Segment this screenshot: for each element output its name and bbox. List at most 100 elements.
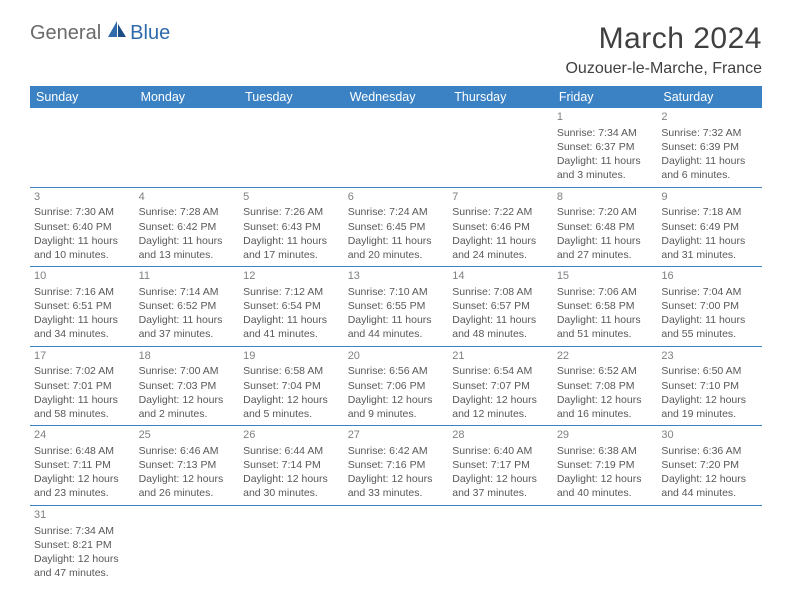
day-number: 9 (661, 190, 758, 205)
calendar-day-cell: 9Sunrise: 7:18 AMSunset: 6:49 PMDaylight… (657, 187, 762, 267)
day-number: 19 (243, 349, 340, 364)
calendar-day-cell: 8Sunrise: 7:20 AMSunset: 6:48 PMDaylight… (553, 187, 658, 267)
page-header: General Blue March 2024 Ouzouer-le-March… (0, 0, 792, 86)
calendar-day-cell: 24Sunrise: 6:48 AMSunset: 7:11 PMDayligh… (30, 426, 135, 506)
daylight-line: Daylight: 11 hours and 55 minutes. (661, 313, 758, 341)
calendar-empty-cell (553, 505, 658, 584)
sunset-line: Sunset: 7:13 PM (139, 458, 236, 472)
sunrise-line: Sunrise: 7:14 AM (139, 285, 236, 299)
calendar-day-cell: 2Sunrise: 7:32 AMSunset: 6:39 PMDaylight… (657, 108, 762, 187)
day-number: 23 (661, 349, 758, 364)
sunrise-line: Sunrise: 7:20 AM (557, 205, 654, 219)
daylight-line: Daylight: 12 hours and 12 minutes. (452, 393, 549, 421)
sunrise-line: Sunrise: 7:26 AM (243, 205, 340, 219)
daylight-line: Daylight: 11 hours and 20 minutes. (348, 234, 445, 262)
sunset-line: Sunset: 7:20 PM (661, 458, 758, 472)
day-number: 25 (139, 428, 236, 443)
day-number: 5 (243, 190, 340, 205)
sunset-line: Sunset: 7:16 PM (348, 458, 445, 472)
sunrise-line: Sunrise: 7:12 AM (243, 285, 340, 299)
sunset-line: Sunset: 6:43 PM (243, 220, 340, 234)
calendar-day-cell: 6Sunrise: 7:24 AMSunset: 6:45 PMDaylight… (344, 187, 449, 267)
sunset-line: Sunset: 7:14 PM (243, 458, 340, 472)
daylight-line: Daylight: 11 hours and 51 minutes. (557, 313, 654, 341)
sunset-line: Sunset: 7:06 PM (348, 379, 445, 393)
sunset-line: Sunset: 7:19 PM (557, 458, 654, 472)
calendar-week-row: 1Sunrise: 7:34 AMSunset: 6:37 PMDaylight… (30, 108, 762, 187)
sunset-line: Sunset: 7:01 PM (34, 379, 131, 393)
daylight-line: Daylight: 11 hours and 34 minutes. (34, 313, 131, 341)
calendar-empty-cell (239, 108, 344, 187)
sunset-line: Sunset: 6:54 PM (243, 299, 340, 313)
sunrise-line: Sunrise: 6:46 AM (139, 444, 236, 458)
calendar-day-cell: 5Sunrise: 7:26 AMSunset: 6:43 PMDaylight… (239, 187, 344, 267)
day-number: 20 (348, 349, 445, 364)
sunrise-line: Sunrise: 7:00 AM (139, 364, 236, 378)
sunrise-line: Sunrise: 7:24 AM (348, 205, 445, 219)
calendar-day-cell: 30Sunrise: 6:36 AMSunset: 7:20 PMDayligh… (657, 426, 762, 506)
calendar-head: SundayMondayTuesdayWednesdayThursdayFrid… (30, 86, 762, 108)
daylight-line: Daylight: 12 hours and 26 minutes. (139, 472, 236, 500)
day-number: 15 (557, 269, 654, 284)
sunset-line: Sunset: 6:51 PM (34, 299, 131, 313)
sunset-line: Sunset: 7:17 PM (452, 458, 549, 472)
day-number: 27 (348, 428, 445, 443)
sunset-line: Sunset: 7:07 PM (452, 379, 549, 393)
sunset-line: Sunset: 6:39 PM (661, 140, 758, 154)
day-number: 31 (34, 508, 131, 523)
sunset-line: Sunset: 6:45 PM (348, 220, 445, 234)
day-number: 21 (452, 349, 549, 364)
calendar-table: SundayMondayTuesdayWednesdayThursdayFrid… (30, 86, 762, 584)
daylight-line: Daylight: 11 hours and 48 minutes. (452, 313, 549, 341)
calendar-day-cell: 13Sunrise: 7:10 AMSunset: 6:55 PMDayligh… (344, 267, 449, 347)
sunrise-line: Sunrise: 7:22 AM (452, 205, 549, 219)
sunrise-line: Sunrise: 6:40 AM (452, 444, 549, 458)
day-number: 12 (243, 269, 340, 284)
calendar-day-cell: 15Sunrise: 7:06 AMSunset: 6:58 PMDayligh… (553, 267, 658, 347)
calendar-empty-cell (135, 108, 240, 187)
logo: General Blue (30, 22, 170, 45)
calendar-week-row: 3Sunrise: 7:30 AMSunset: 6:40 PMDaylight… (30, 187, 762, 267)
calendar-empty-cell (239, 505, 344, 584)
sunset-line: Sunset: 6:46 PM (452, 220, 549, 234)
calendar-day-cell: 3Sunrise: 7:30 AMSunset: 6:40 PMDaylight… (30, 187, 135, 267)
calendar-day-cell: 4Sunrise: 7:28 AMSunset: 6:42 PMDaylight… (135, 187, 240, 267)
daylight-line: Daylight: 11 hours and 41 minutes. (243, 313, 340, 341)
sunset-line: Sunset: 6:42 PM (139, 220, 236, 234)
logo-text-blue: Blue (130, 22, 170, 45)
day-number: 26 (243, 428, 340, 443)
calendar-week-row: 24Sunrise: 6:48 AMSunset: 7:11 PMDayligh… (30, 426, 762, 506)
sunset-line: Sunset: 6:57 PM (452, 299, 549, 313)
calendar-body: 1Sunrise: 7:34 AMSunset: 6:37 PMDaylight… (30, 108, 762, 584)
sunset-line: Sunset: 6:55 PM (348, 299, 445, 313)
calendar-day-cell: 29Sunrise: 6:38 AMSunset: 7:19 PMDayligh… (553, 426, 658, 506)
weekday-header: Friday (553, 86, 658, 108)
calendar-week-row: 17Sunrise: 7:02 AMSunset: 7:01 PMDayligh… (30, 346, 762, 426)
daylight-line: Daylight: 12 hours and 23 minutes. (34, 472, 131, 500)
calendar-day-cell: 11Sunrise: 7:14 AMSunset: 6:52 PMDayligh… (135, 267, 240, 347)
daylight-line: Daylight: 11 hours and 6 minutes. (661, 154, 758, 182)
daylight-line: Daylight: 11 hours and 17 minutes. (243, 234, 340, 262)
sunset-line: Sunset: 6:49 PM (661, 220, 758, 234)
sunrise-line: Sunrise: 6:56 AM (348, 364, 445, 378)
sunrise-line: Sunrise: 6:44 AM (243, 444, 340, 458)
daylight-line: Daylight: 12 hours and 5 minutes. (243, 393, 340, 421)
sunset-line: Sunset: 7:00 PM (661, 299, 758, 313)
day-number: 18 (139, 349, 236, 364)
calendar-day-cell: 26Sunrise: 6:44 AMSunset: 7:14 PMDayligh… (239, 426, 344, 506)
location-label: Ouzouer-le-Marche, France (565, 60, 762, 78)
calendar-empty-cell (657, 505, 762, 584)
title-block: March 2024 Ouzouer-le-Marche, France (565, 22, 762, 78)
sunrise-line: Sunrise: 7:34 AM (34, 524, 131, 538)
day-number: 8 (557, 190, 654, 205)
daylight-line: Daylight: 11 hours and 37 minutes. (139, 313, 236, 341)
sunrise-line: Sunrise: 7:08 AM (452, 285, 549, 299)
daylight-line: Daylight: 12 hours and 33 minutes. (348, 472, 445, 500)
sunset-line: Sunset: 6:40 PM (34, 220, 131, 234)
calendar-empty-cell (448, 505, 553, 584)
day-number: 30 (661, 428, 758, 443)
calendar-day-cell: 7Sunrise: 7:22 AMSunset: 6:46 PMDaylight… (448, 187, 553, 267)
sunrise-line: Sunrise: 7:30 AM (34, 205, 131, 219)
day-number: 28 (452, 428, 549, 443)
calendar-day-cell: 18Sunrise: 7:00 AMSunset: 7:03 PMDayligh… (135, 346, 240, 426)
